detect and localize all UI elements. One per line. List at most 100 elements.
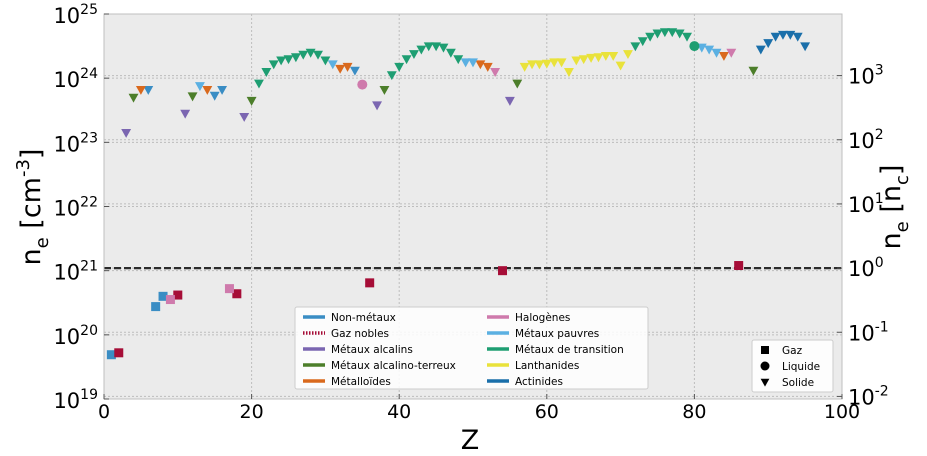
y-tick-label: 1025 [53, 2, 98, 28]
y-right-tick-label: 100 [848, 255, 884, 281]
data-point [586, 53, 597, 63]
data-point [734, 261, 744, 271]
data-point [342, 62, 353, 72]
data-point [254, 79, 264, 89]
data-point [763, 39, 774, 49]
data-point [549, 58, 560, 68]
data-point [704, 45, 715, 55]
left-y-axis-label: ne [cm-3] [13, 149, 53, 266]
x-axis-label: Z [461, 425, 480, 456]
data-point [623, 50, 633, 59]
data-point [143, 86, 154, 95]
legend-label: Lanthanides [515, 360, 579, 372]
data-point [556, 58, 567, 68]
data-point [379, 86, 390, 95]
data-point [726, 48, 737, 58]
data-point [438, 43, 449, 53]
data-point [158, 291, 168, 301]
data-point [151, 302, 161, 312]
data-point [770, 32, 781, 42]
data-point [135, 86, 146, 95]
y-tick-label: 1023 [53, 130, 98, 156]
data-point [652, 29, 663, 39]
state-legend-marker [760, 378, 770, 387]
data-point [431, 42, 442, 52]
data-point [593, 53, 604, 63]
state-legend-label: Liquide [782, 361, 820, 373]
data-point [504, 96, 515, 106]
data-point [276, 56, 287, 66]
data-point [305, 48, 316, 58]
data-point [534, 60, 545, 70]
data-point [615, 61, 626, 71]
x-tick-label: 100 [824, 401, 860, 423]
state-legend-box [751, 339, 834, 393]
data-point [785, 30, 796, 40]
legend-label: Métaux alcalins [331, 344, 413, 356]
legend-label: Métaux pauvres [515, 328, 599, 340]
category-legend: Non-métaux Gaz nobles Métaux alcalins Métau… [294, 306, 649, 390]
data-point [482, 62, 493, 72]
data-point [246, 96, 257, 106]
legend-label: Métalloïdes [331, 376, 391, 388]
legend-label: Actinides [515, 376, 563, 388]
data-point [128, 93, 139, 103]
y-right-tick-label: 10-2 [848, 383, 889, 409]
data-point [187, 92, 198, 102]
data-point [792, 32, 803, 42]
data-points [106, 28, 811, 360]
data-point [475, 60, 486, 70]
data-point [121, 128, 132, 138]
data-point [674, 29, 685, 39]
data-point [180, 109, 191, 119]
data-point [512, 79, 523, 89]
data-point [423, 42, 434, 52]
y-tick-label: 1020 [53, 323, 98, 349]
data-point [114, 348, 124, 358]
y-right-tick-label: 101 [848, 191, 884, 217]
x-tick-label: 20 [240, 401, 264, 423]
data-point [394, 62, 405, 72]
data-point [401, 55, 412, 65]
data-point [608, 51, 619, 61]
data-point [261, 68, 272, 77]
data-point [490, 68, 501, 77]
data-point [600, 51, 611, 61]
data-point [645, 32, 656, 42]
data-point [224, 284, 234, 294]
data-point [217, 86, 228, 95]
legend-label: Halogènes [515, 312, 570, 324]
data-point [453, 55, 464, 65]
data-point [748, 66, 759, 76]
data-point [416, 45, 427, 55]
y-tick-label: 1019 [53, 387, 98, 413]
x-tick-label: 80 [682, 401, 706, 423]
legend-label: Gaz nobles [331, 328, 389, 340]
data-point [298, 50, 309, 60]
data-point [239, 112, 250, 122]
y-right-tick-label: 102 [848, 127, 884, 153]
data-point [173, 290, 183, 300]
left-y-axis-ticks: 1019 1020 1021 1022 1023 1024 1025 [53, 2, 109, 413]
legend-label: Non-métaux [331, 312, 396, 324]
y-tick-label: 1022 [53, 195, 98, 221]
data-point [800, 42, 811, 52]
data-point [409, 50, 419, 59]
data-point [689, 41, 700, 52]
data-point [357, 79, 368, 90]
data-point [578, 55, 589, 65]
x-axis-ticks: 0 20 40 60 80 100 [98, 394, 860, 423]
y-tick-label: 1024 [53, 66, 98, 92]
data-point [335, 64, 346, 74]
data-point [313, 50, 323, 60]
data-point [165, 295, 175, 305]
right-y-axis-label: ne [nc] [876, 165, 913, 250]
data-point [106, 350, 116, 360]
data-point [563, 68, 574, 77]
data-point [571, 56, 582, 66]
data-point [194, 82, 205, 92]
data-point [320, 56, 331, 66]
data-point [232, 289, 242, 299]
y-tick-label: 1021 [53, 259, 98, 285]
